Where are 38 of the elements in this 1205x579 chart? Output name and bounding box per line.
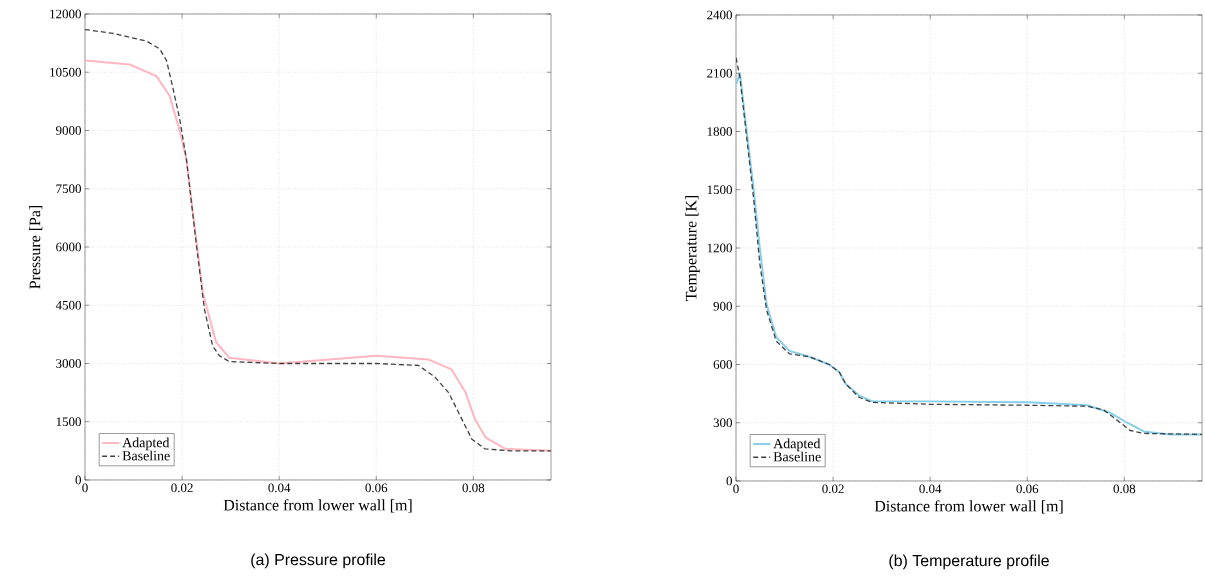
y-axis-title: Pressure [Pa] <box>29 205 43 289</box>
legend-label: Adapted <box>122 437 170 451</box>
y-tick-label: 1500 <box>707 185 732 195</box>
y-tick-label: 2400 <box>707 10 732 20</box>
y-tick-label: 10500 <box>50 67 81 77</box>
x-tick-label: 0.04 <box>268 483 291 493</box>
y-tick-label: 900 <box>713 301 732 311</box>
legend-label: Adapted <box>773 438 821 452</box>
x-tick-label: 0 <box>82 483 88 493</box>
x-tick-label: 0.06 <box>365 483 388 493</box>
y-tick-label: 3000 <box>56 359 81 368</box>
x-tick-label: 0.08 <box>462 483 485 493</box>
x-axis-title: Distance from lower wall [m] <box>874 500 1063 514</box>
y-tick-label: 300 <box>713 418 732 428</box>
legend-label: Baseline <box>773 451 821 462</box>
y-tick-label: 6000 <box>56 242 81 252</box>
y-tick-label: 9000 <box>56 126 81 135</box>
x-tick-label: 0 <box>733 484 739 494</box>
y-tick-label: 7500 <box>56 184 81 194</box>
text: (a) Pressure profile <box>251 553 386 569</box>
x-tick-label: 0.04 <box>919 484 942 494</box>
y-tick-label: 4500 <box>55 300 81 310</box>
y-tick-label: 600 <box>713 360 732 369</box>
legend-label: Baseline <box>122 450 170 461</box>
text: (b) Temperature profile <box>889 554 1049 570</box>
x-axis-title: Distance from lower wall [m] <box>223 499 412 513</box>
x-tick-label: 0.06 <box>1016 484 1039 494</box>
x-tick-label: 0.08 <box>1113 484 1136 494</box>
y-tick-label: 12000 <box>50 9 81 19</box>
y-tick-label: 1200 <box>707 243 732 253</box>
y-tick-label: 2100 <box>707 68 732 78</box>
x-tick-label: 0.02 <box>822 484 844 494</box>
y-tick-label: 1500 <box>56 417 81 427</box>
y-tick-label: 1800 <box>707 127 732 136</box>
y-tick-label: 0 <box>726 476 732 486</box>
x-tick-label: 0.02 <box>171 483 193 493</box>
y-tick-label: 0 <box>75 475 81 485</box>
y-axis-title: Temperature [K] <box>685 195 700 301</box>
